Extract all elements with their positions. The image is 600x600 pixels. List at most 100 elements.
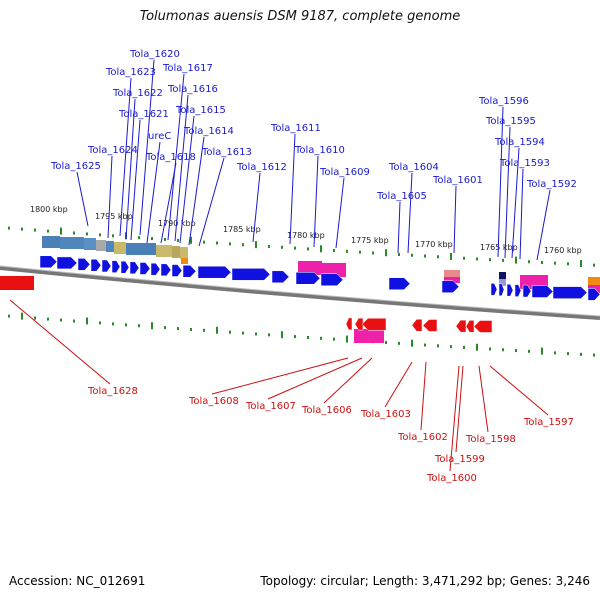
forward-gene-arrow[interactable] xyxy=(56,256,78,270)
forward-gene-label[interactable]: Tola_1611 xyxy=(270,123,321,134)
rna-block[interactable] xyxy=(298,261,322,275)
forward-gene-label[interactable]: Tola_1601 xyxy=(432,175,483,186)
scale-tick xyxy=(385,249,387,257)
reverse-gene-label[interactable]: Tola_1628 xyxy=(87,386,138,397)
forward-gene-arrow[interactable] xyxy=(295,272,321,285)
forward-gene-arrow[interactable] xyxy=(160,263,172,277)
cog-block[interactable] xyxy=(181,258,188,264)
forward-gene-label[interactable]: Tola_1616 xyxy=(167,84,218,95)
forward-gene-label[interactable]: Tola_1621 xyxy=(118,109,169,120)
forward-gene-label[interactable]: Tola_1592 xyxy=(526,179,577,190)
forward-gene-arrow[interactable] xyxy=(120,260,130,274)
cog-block[interactable] xyxy=(180,247,188,259)
reverse-gene-arrow[interactable] xyxy=(422,319,438,332)
label-leader-line xyxy=(174,94,189,242)
reverse-gene-label[interactable]: Tola_1597 xyxy=(523,417,574,428)
forward-gene-arrow[interactable] xyxy=(111,260,121,273)
forward-gene-label[interactable]: Tola_1617 xyxy=(162,63,213,74)
reverse-gene-arrow[interactable] xyxy=(354,317,364,331)
forward-gene-label[interactable]: Tola_1594 xyxy=(494,137,545,148)
reverse-gene-label[interactable]: Tola_1603 xyxy=(360,409,411,420)
cog-block[interactable] xyxy=(0,276,34,290)
forward-gene-arrow[interactable] xyxy=(271,270,290,284)
forward-gene-label[interactable]: ureC xyxy=(148,131,171,142)
forward-gene-arrow[interactable] xyxy=(39,255,58,269)
reverse-gene-label[interactable]: Tola_1606 xyxy=(301,405,352,416)
cog-block[interactable] xyxy=(114,242,126,254)
forward-gene-label[interactable]: Tola_1612 xyxy=(236,162,287,173)
reverse-strand-genes xyxy=(345,317,493,333)
forward-gene-label[interactable]: Tola_1622 xyxy=(112,88,163,99)
rna-block[interactable] xyxy=(354,329,384,343)
cog-block[interactable] xyxy=(444,270,460,277)
cog-block[interactable] xyxy=(444,277,460,283)
forward-gene-arrow[interactable] xyxy=(182,265,197,278)
forward-gene-label[interactable]: Tola_1620 xyxy=(129,49,180,60)
reverse-gene-label[interactable]: Tola_1599 xyxy=(434,454,485,465)
forward-gene-label[interactable]: Tola_1614 xyxy=(183,126,234,137)
forward-gene-arrow[interactable] xyxy=(171,264,183,277)
forward-gene-label[interactable]: Tola_1624 xyxy=(87,145,138,156)
forward-gene-arrow[interactable] xyxy=(77,258,91,271)
reverse-gene-label[interactable]: Tola_1602 xyxy=(397,432,448,443)
rna-block[interactable] xyxy=(322,263,346,277)
forward-gene-arrow[interactable] xyxy=(101,259,112,273)
cog-block[interactable] xyxy=(499,272,506,279)
cog-block[interactable] xyxy=(126,243,156,255)
forward-gene-arrow[interactable] xyxy=(506,283,514,297)
forward-gene-arrow[interactable] xyxy=(498,283,505,297)
forward-gene-arrow[interactable] xyxy=(197,265,232,279)
forward-gene-label[interactable]: Tola_1604 xyxy=(388,162,439,173)
forward-gene-arrow[interactable] xyxy=(388,277,411,290)
reverse-gene-label[interactable]: Tola_1608 xyxy=(188,396,239,407)
forward-gene-label[interactable]: Tola_1610 xyxy=(294,145,345,156)
forward-gene-arrow[interactable] xyxy=(552,286,588,299)
reverse-gene-arrow[interactable] xyxy=(465,320,475,333)
reverse-gene-arrow[interactable] xyxy=(411,318,423,332)
cog-block[interactable] xyxy=(96,240,106,251)
cog-block[interactable] xyxy=(172,246,180,258)
cog-feature-blocks xyxy=(0,236,600,343)
forward-gene-arrow[interactable] xyxy=(139,262,151,275)
cog-block[interactable] xyxy=(499,279,506,286)
forward-gene-label[interactable]: Tola_1625 xyxy=(50,161,101,172)
scale-tick xyxy=(216,326,218,334)
cog-block[interactable] xyxy=(42,236,60,248)
forward-gene-arrow[interactable] xyxy=(490,283,498,296)
cog-block[interactable] xyxy=(588,277,600,285)
reverse-gene-arrow[interactable] xyxy=(361,317,387,331)
label-leader-line xyxy=(455,365,464,453)
forward-gene-label[interactable]: Tola_1593 xyxy=(499,158,550,169)
forward-gene-label[interactable]: Tola_1618 xyxy=(145,152,196,163)
reverse-gene-label[interactable]: Tola_1600 xyxy=(426,473,477,484)
reverse-gene-arrow[interactable] xyxy=(455,319,467,333)
reverse-gene-arrow[interactable] xyxy=(345,317,353,331)
reverse-gene-label[interactable]: Tola_1607 xyxy=(245,401,296,412)
forward-gene-arrow[interactable] xyxy=(231,268,271,281)
cog-block[interactable] xyxy=(106,241,114,252)
forward-gene-label[interactable]: Tola_1605 xyxy=(376,191,427,202)
forward-gene-arrow[interactable] xyxy=(320,273,344,287)
scale-tick xyxy=(333,249,335,253)
cog-block[interactable] xyxy=(60,237,84,249)
cog-block[interactable] xyxy=(84,238,96,250)
forward-gene-label[interactable]: Tola_1615 xyxy=(175,105,226,116)
forward-gene-label[interactable]: Tola_1595 xyxy=(485,116,536,127)
forward-gene-label[interactable]: Tola_1596 xyxy=(478,96,529,107)
reverse-gene-label[interactable]: Tola_1598 xyxy=(465,434,516,445)
reverse-gene-arrow[interactable] xyxy=(473,320,493,333)
forward-gene-arrow[interactable] xyxy=(587,288,600,301)
forward-gene-label[interactable]: Tola_1609 xyxy=(319,167,370,178)
forward-gene-arrow[interactable] xyxy=(531,285,554,298)
label-leader-line xyxy=(489,365,549,416)
forward-gene-arrow[interactable] xyxy=(90,258,102,272)
cog-block[interactable] xyxy=(156,245,172,257)
label-leader-line xyxy=(188,136,205,246)
forward-gene-arrow[interactable] xyxy=(514,284,522,297)
forward-gene-label[interactable]: Tola_1623 xyxy=(105,67,156,78)
forward-gene-arrow[interactable] xyxy=(150,262,161,276)
forward-gene-arrow[interactable] xyxy=(129,261,140,275)
forward-gene-arrow[interactable] xyxy=(522,284,532,298)
forward-gene-arrow[interactable] xyxy=(441,280,460,293)
forward-gene-label[interactable]: Tola_1613 xyxy=(201,147,252,158)
